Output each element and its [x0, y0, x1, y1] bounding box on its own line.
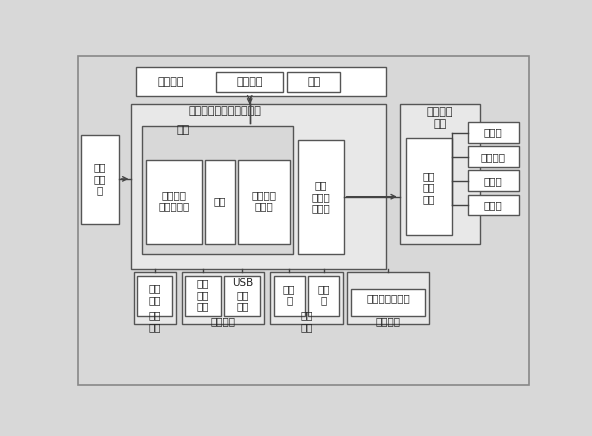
- Bar: [468, 170, 519, 191]
- Text: 电池: 电池: [307, 77, 321, 87]
- Text: 报警
灯: 报警 灯: [317, 284, 330, 306]
- Text: 数字信号
处理器: 数字信号 处理器: [252, 190, 276, 211]
- Bar: [468, 146, 519, 167]
- Text: USB
通信
接口: USB 通信 接口: [231, 278, 253, 311]
- Text: 数据分析处理与诊断模块: 数据分析处理与诊断模块: [189, 106, 262, 116]
- Bar: [298, 140, 344, 254]
- Text: 电流钳: 电流钳: [484, 176, 503, 186]
- Text: 液晶
屏: 液晶 屏: [283, 284, 295, 306]
- Bar: [274, 276, 305, 316]
- Text: 电压信号: 电压信号: [481, 152, 506, 162]
- Bar: [216, 72, 283, 92]
- Text: 传输模块: 传输模块: [211, 316, 236, 326]
- Bar: [142, 126, 293, 254]
- Text: 模数
转换
电路: 模数 转换 电路: [423, 170, 435, 204]
- Bar: [205, 160, 234, 244]
- Text: 显示
模块: 显示 模块: [300, 310, 313, 332]
- Text: 摄像头: 摄像头: [484, 200, 503, 210]
- Bar: [287, 72, 340, 92]
- Bar: [185, 276, 221, 316]
- Text: 控制器: 控制器: [484, 128, 503, 137]
- Text: 分析
计算
机: 分析 计算 机: [94, 162, 106, 195]
- Bar: [400, 104, 480, 244]
- Text: 现场
可编程
门阵列: 现场 可编程 门阵列: [311, 180, 330, 213]
- Text: 数据采集
模块: 数据采集 模块: [426, 107, 453, 129]
- Text: 存储
芯片: 存储 芯片: [149, 283, 161, 305]
- Bar: [137, 276, 172, 316]
- Text: 无线
通信
网络: 无线 通信 网络: [197, 278, 209, 311]
- Bar: [131, 104, 386, 269]
- Bar: [146, 160, 201, 244]
- Bar: [224, 276, 260, 316]
- Bar: [136, 68, 386, 96]
- Bar: [308, 276, 339, 316]
- Bar: [238, 160, 289, 244]
- Bar: [182, 272, 265, 324]
- Bar: [406, 138, 452, 235]
- Bar: [81, 135, 118, 224]
- Text: 电源输入: 电源输入: [236, 77, 263, 87]
- Text: 电源模块: 电源模块: [157, 77, 184, 87]
- Bar: [348, 272, 429, 324]
- Bar: [134, 272, 176, 324]
- Text: 内存: 内存: [214, 196, 226, 206]
- Text: 芯片: 芯片: [176, 125, 190, 135]
- Text: 进阶精简
指令集机器: 进阶精简 指令集机器: [159, 190, 189, 211]
- Bar: [468, 194, 519, 215]
- Text: 输入模块: 输入模块: [376, 316, 401, 326]
- Bar: [271, 272, 343, 324]
- Text: 存储
模块: 存储 模块: [149, 310, 161, 332]
- Bar: [351, 289, 426, 316]
- Bar: [468, 122, 519, 143]
- Text: 一体式硅胶键盘: 一体式硅胶键盘: [366, 293, 410, 303]
